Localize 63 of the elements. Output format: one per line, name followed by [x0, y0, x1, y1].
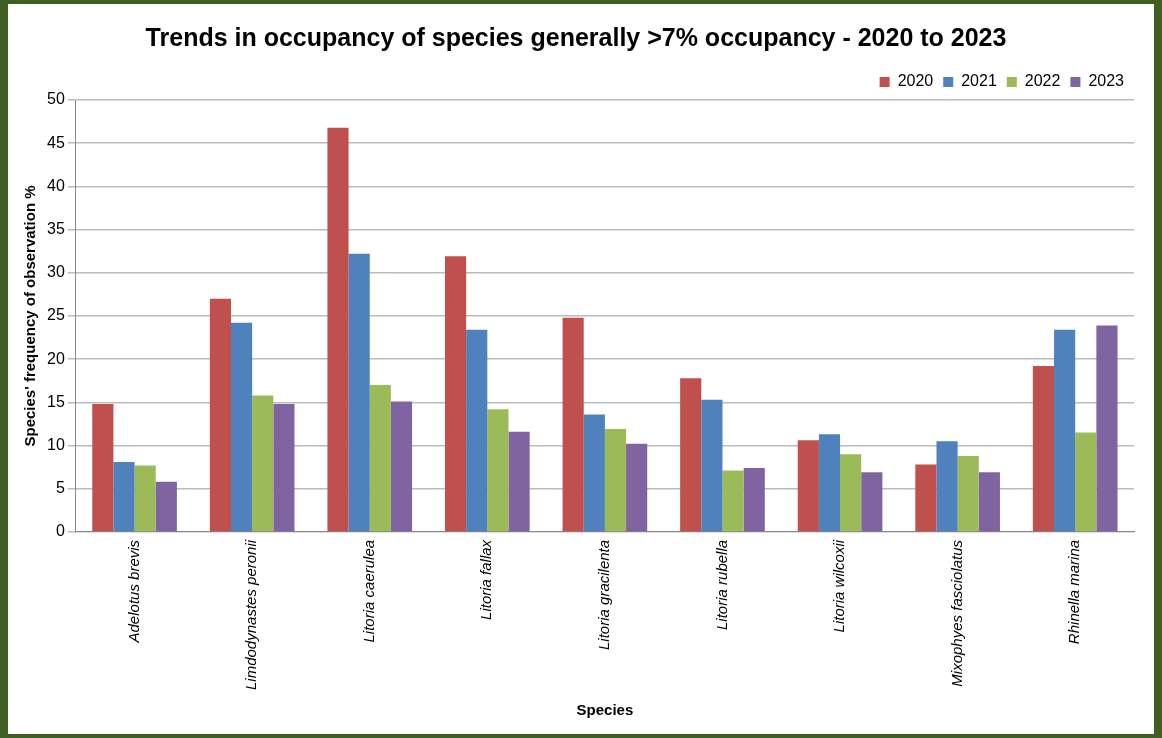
x-tick-label: Limdodynastes peronii — [242, 539, 260, 691]
bar — [466, 329, 488, 532]
bar — [1054, 329, 1076, 532]
legend-label: 2023 — [1088, 72, 1125, 90]
bar — [818, 434, 841, 532]
y-tick-label: 50 — [47, 90, 65, 108]
bar — [369, 385, 391, 532]
bar — [936, 441, 958, 532]
y-tick-label: 30 — [47, 263, 65, 281]
bar — [231, 322, 253, 532]
y-tick-label: 15 — [47, 392, 65, 410]
y-tick-label: 45 — [47, 133, 65, 151]
bar — [626, 443, 648, 532]
bar — [155, 481, 177, 532]
legend-label: 2022 — [1024, 72, 1061, 90]
bar — [797, 440, 819, 532]
bar — [915, 464, 937, 532]
chart-title: Trends in occupancy of species generally >7% occupancy - 2020 to 2023 — [145, 22, 1007, 51]
bar — [1096, 325, 1118, 532]
bar — [209, 298, 231, 532]
legend-label: 2020 — [897, 72, 934, 90]
x-tick-label: Adelotus brevis — [124, 539, 142, 644]
bar — [508, 431, 530, 532]
x-tick-label: Litoria rubella — [712, 539, 730, 630]
bar — [487, 409, 509, 532]
legend-label: 2021 — [961, 72, 997, 90]
bar — [92, 404, 114, 532]
bar — [273, 404, 295, 532]
bar — [1075, 432, 1097, 532]
y-tick-label: 35 — [47, 219, 65, 237]
bar — [743, 467, 765, 532]
x-tick-label: Litoria fallax — [477, 539, 495, 620]
bar — [701, 399, 723, 532]
bar — [348, 253, 370, 532]
y-axis-title: Species' frequency of observation % — [21, 185, 39, 447]
bar — [562, 317, 584, 532]
bar — [861, 472, 883, 532]
x-tick-label: Litoria caerulea — [359, 539, 377, 643]
y-tick-label: 40 — [47, 176, 65, 194]
bar — [1032, 366, 1055, 532]
bar — [840, 454, 862, 532]
bar — [680, 378, 702, 532]
bar — [583, 414, 605, 532]
y-tick-label: 0 — [55, 522, 65, 540]
y-tick-label: 25 — [47, 306, 65, 324]
bar — [444, 256, 467, 532]
x-tick-label: Mixophyes fasciolatus — [947, 539, 965, 687]
y-tick-label: 10 — [47, 435, 65, 453]
x-tick-label: Litoria gracilenta — [595, 539, 613, 650]
bar — [722, 470, 744, 532]
x-axis-title: Species — [576, 701, 634, 719]
x-tick-label: Rhinella marina — [1065, 539, 1083, 645]
bar — [957, 455, 979, 532]
y-tick-label: 20 — [47, 349, 65, 367]
bar — [113, 461, 135, 532]
bar — [390, 401, 413, 532]
y-tick-label: 5 — [55, 479, 65, 497]
bar — [978, 472, 1000, 532]
bar — [252, 395, 274, 532]
bar — [327, 127, 349, 532]
x-tick-label: Litoria wilcoxii — [830, 539, 848, 633]
bar — [134, 465, 156, 532]
bar — [604, 429, 627, 532]
